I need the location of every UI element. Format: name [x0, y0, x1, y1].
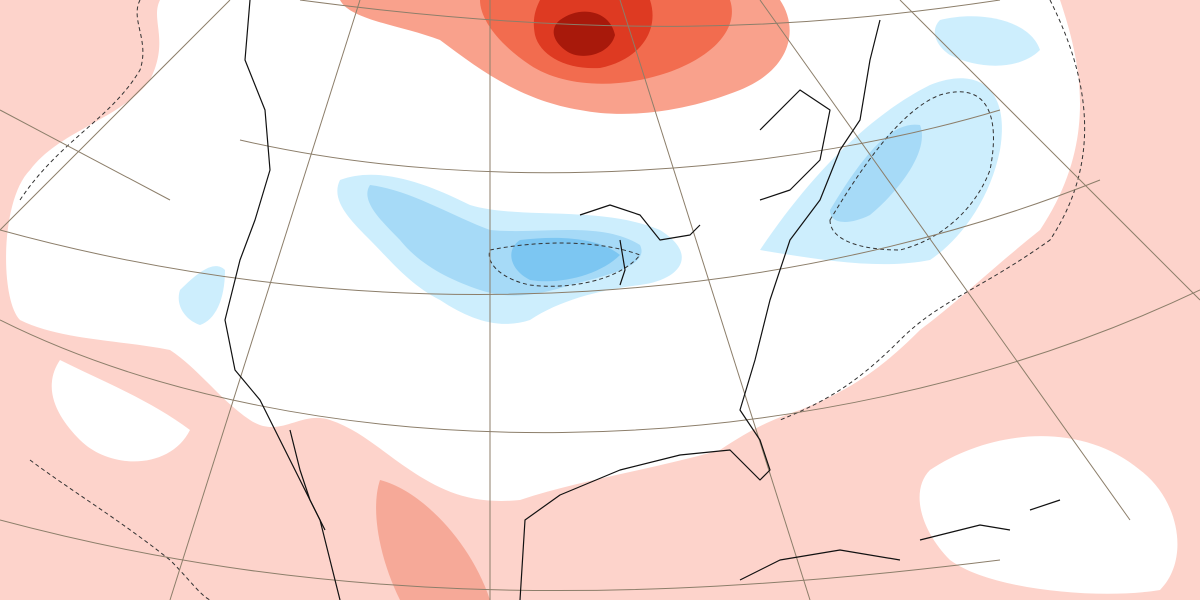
meridian: [0, 0, 231, 231]
great-lakes: [579, 204, 701, 286]
cool-anomaly-light: [934, 16, 1040, 66]
neutral-patch: [919, 436, 1178, 594]
meridian: [0, 109, 171, 201]
contour: [19, 0, 144, 201]
contour: [779, 0, 1086, 421]
baja-coast: [289, 429, 326, 531]
warm-anomaly-extreme: [553, 11, 615, 56]
cool-anomaly-light: [178, 266, 225, 325]
meridian: [759, 0, 1131, 521]
latitude-line: [0, 179, 1101, 295]
atlantic-gulf-coast: [519, 19, 881, 600]
latitude-line: [239, 109, 1001, 174]
coastline: [224, 0, 1061, 600]
latitude-line: [0, 519, 1001, 592]
caribbean-islands: [739, 499, 1061, 581]
warm-anomaly-moderate: [376, 480, 490, 600]
contour: [488, 242, 641, 287]
neutral-patch: [51, 360, 190, 462]
contour: [29, 459, 211, 600]
latitude-line: [299, 0, 1001, 27]
meridian: [899, 0, 1200, 301]
meridian: [619, 0, 811, 600]
cool-anomaly-strong: [511, 237, 620, 282]
hudson-region: [759, 89, 831, 201]
cool-anomaly-medium: [830, 124, 922, 222]
contour: [829, 91, 994, 251]
meridian: [169, 0, 361, 600]
